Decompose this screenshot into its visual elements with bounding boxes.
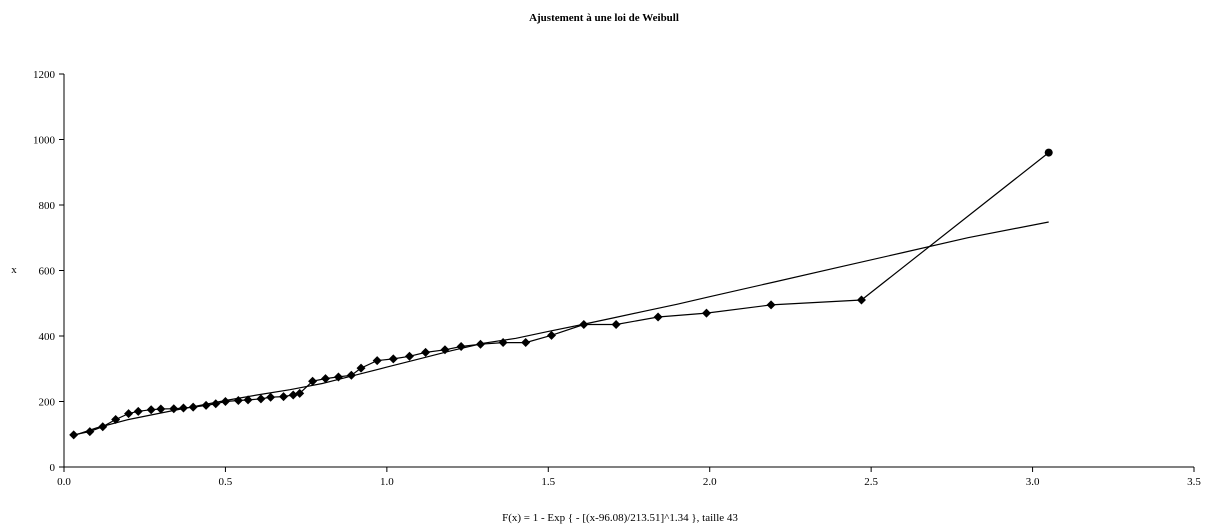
data-point: [372, 356, 382, 366]
series-layer: [69, 148, 1053, 440]
data-point: [243, 395, 253, 405]
data-point: [856, 295, 866, 305]
data-point: [279, 392, 289, 402]
data-point: [156, 404, 166, 414]
data-point: [421, 347, 431, 357]
data-point: [295, 388, 305, 398]
data-point: [220, 397, 230, 406]
data-point: [308, 376, 318, 386]
data-point: [256, 394, 266, 404]
data-point: [388, 354, 398, 364]
chart-title: Ajustement à une loi de Weibull: [529, 12, 679, 24]
data-point: [611, 320, 621, 330]
data-point: [1044, 148, 1053, 157]
y-tick-label: 600: [39, 266, 56, 278]
y-tick-label: 0: [50, 462, 56, 474]
data-point: [124, 409, 134, 419]
y-tick-label: 800: [39, 200, 56, 212]
data-point: [404, 351, 414, 361]
data-point: [521, 338, 531, 348]
y-tick-label: 200: [39, 397, 56, 409]
data-point: [356, 363, 366, 373]
y-tick-label: 1000: [33, 135, 56, 147]
data-point: [133, 406, 143, 416]
x-tick-label: 0.0: [57, 476, 71, 488]
data-point: [346, 370, 356, 380]
data-point: [321, 374, 331, 384]
y-axis-label: x: [11, 264, 17, 276]
data-point: [766, 300, 776, 310]
data-point: [653, 312, 663, 322]
fitted-series-line: [73, 221, 1049, 437]
data-point: [701, 308, 711, 318]
data-point: [201, 400, 211, 410]
data-point: [211, 399, 221, 409]
x-tick-label: 3.5: [1187, 476, 1201, 488]
y-tick-label: 400: [39, 331, 56, 343]
y-tick-group: 0 200 400 600 800 1000 1200: [33, 69, 64, 474]
x-tick-label: 2.0: [703, 476, 717, 488]
x-tick-group: 0.0 0.5 1.0 1.5 2.0 2.5 3.0 3.5: [57, 467, 1201, 488]
data-point: [547, 330, 557, 340]
data-point: [146, 405, 156, 415]
observed-series-line: [73, 152, 1050, 436]
x-tick-label: 2.5: [864, 476, 878, 488]
data-point: [266, 392, 276, 402]
data-point: [169, 404, 179, 414]
x-tick-label: 0.5: [219, 476, 233, 488]
x-axis-label: F(x) = 1 - Exp { - [(x-96.08)/213.51]^1.…: [502, 512, 738, 524]
data-point: [288, 390, 298, 400]
data-point: [69, 430, 79, 440]
x-tick-label: 1.5: [541, 476, 555, 488]
x-tick-label: 1.0: [380, 476, 394, 488]
y-tick-label: 1200: [33, 69, 56, 81]
x-tick-label: 3.0: [1026, 476, 1040, 488]
